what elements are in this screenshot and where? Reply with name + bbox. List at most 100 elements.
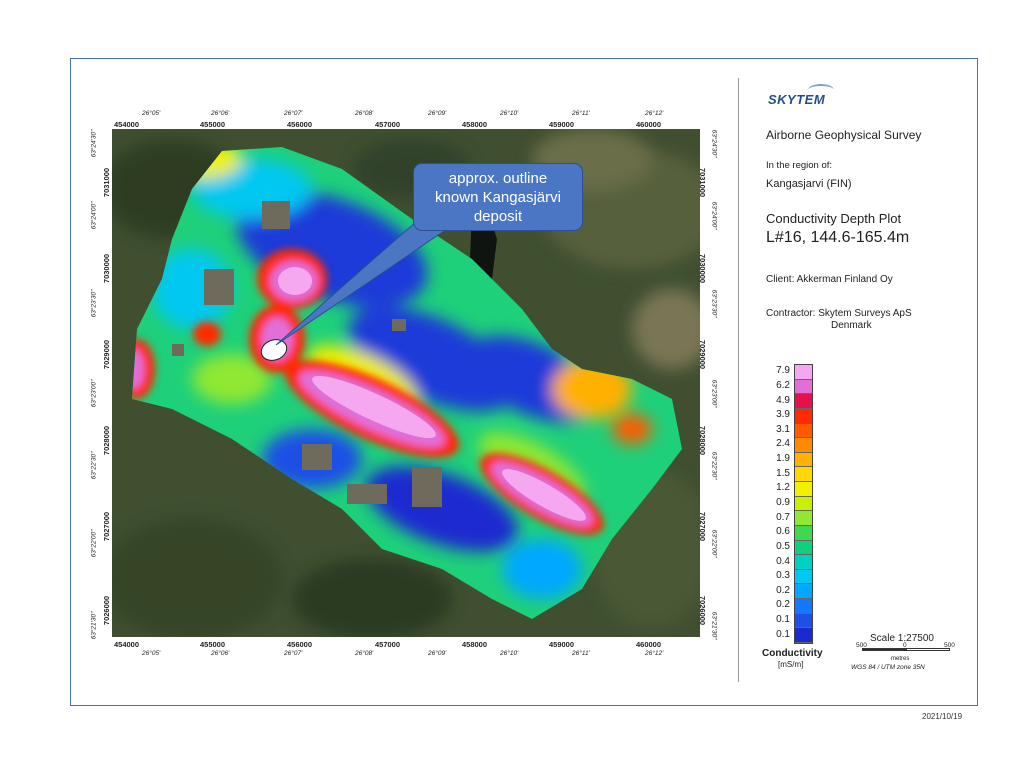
legend-value: 2.4 bbox=[776, 438, 790, 450]
left-geo-tick: 63°23'00" bbox=[90, 379, 98, 408]
legend-value: 7.9 bbox=[776, 365, 790, 377]
top-geo-tick: 26°06' bbox=[211, 110, 230, 117]
logo-arc-icon bbox=[808, 84, 834, 96]
scale-title: Scale 1:27500 bbox=[870, 633, 934, 644]
left-geo-tick: 63°22'00" bbox=[90, 529, 98, 558]
left-utm-tick: 7028000 bbox=[102, 425, 112, 456]
left-geo-tick: 63°22'30" bbox=[90, 451, 98, 480]
bottom-geo-tick: 26°08' bbox=[355, 650, 374, 657]
top-utm-tick: 457000 bbox=[375, 120, 401, 129]
top-geo-tick: 26°10' bbox=[500, 110, 519, 117]
legend-value: 1.9 bbox=[776, 453, 790, 465]
map-svg bbox=[112, 129, 700, 637]
left-utm-tick: 7029000 bbox=[102, 339, 112, 370]
legend-swatch bbox=[795, 452, 812, 468]
legend-swatch bbox=[795, 599, 812, 614]
legend-value: 3.1 bbox=[776, 423, 790, 435]
legend-swatch bbox=[795, 365, 812, 380]
page-frame bbox=[70, 58, 978, 706]
right-geo-tick: 63°24'30" bbox=[710, 129, 718, 158]
callout-line-2: known Kangasjärvi bbox=[435, 189, 561, 206]
legend-swatch bbox=[795, 496, 812, 512]
scale-mid: 0 bbox=[903, 642, 907, 649]
legend-value: 0.5 bbox=[776, 540, 790, 552]
top-geo-tick: 26°11' bbox=[572, 110, 590, 117]
legend-value: 6.2 bbox=[776, 379, 790, 391]
bottom-geo-tick: 26°07' bbox=[284, 650, 303, 657]
top-utm-tick: 458000 bbox=[462, 120, 488, 129]
scale-left: 500 bbox=[856, 642, 867, 649]
legend-swatch bbox=[795, 511, 812, 526]
legend-value: 0.6 bbox=[776, 526, 790, 538]
client-text: Client: Akkerman Finland Oy bbox=[766, 274, 893, 285]
skytem-logo: SKYTEM bbox=[768, 92, 826, 107]
scale-right: 500 bbox=[944, 642, 955, 649]
conductivity-color-bar bbox=[794, 364, 813, 644]
bottom-geo-tick: 26°06' bbox=[211, 650, 230, 657]
right-utm-tick: 7028000 bbox=[698, 425, 708, 456]
bottom-utm-tick: 455000 bbox=[200, 640, 226, 649]
legend-swatch bbox=[795, 482, 812, 497]
deposit-outline bbox=[260, 339, 288, 361]
right-utm-tick: 7029000 bbox=[698, 339, 708, 370]
survey-title: Airborne Geophysical Survey bbox=[766, 128, 922, 142]
legend-swatch bbox=[795, 540, 812, 556]
bottom-utm-tick: 457000 bbox=[375, 640, 401, 649]
right-geo-tick: 63°24'00" bbox=[710, 201, 718, 230]
legend-value: 1.5 bbox=[776, 467, 790, 479]
deposit-callout: approx. outline known Kangasjärvi deposi… bbox=[413, 163, 583, 231]
legend-value: 1.2 bbox=[776, 482, 790, 494]
bottom-geo-tick: 26°05' bbox=[142, 650, 161, 657]
legend-value: 0.3 bbox=[776, 570, 790, 582]
top-utm-tick: 455000 bbox=[200, 120, 226, 129]
plot-title: Conductivity Depth Plot bbox=[766, 211, 902, 226]
top-geo-tick: 26°09' bbox=[428, 110, 447, 117]
scale-unit: metres bbox=[891, 656, 910, 662]
left-utm-tick: 7030000 bbox=[102, 253, 112, 284]
legend-swatch bbox=[795, 408, 812, 424]
legend-value: 0.9 bbox=[776, 497, 790, 508]
conductivity-map bbox=[112, 129, 700, 637]
legend-value: 0.4 bbox=[776, 555, 790, 567]
contractor-text: Contractor: Skytem Surveys ApS bbox=[766, 308, 912, 319]
legend-value: 0.1 bbox=[776, 614, 790, 626]
bottom-utm-tick: 459000 bbox=[549, 640, 575, 649]
bottom-geo-tick: 26°09' bbox=[428, 650, 447, 657]
legend-swatch bbox=[795, 467, 812, 482]
legend-swatch bbox=[795, 525, 812, 541]
top-utm-tick: 460000 bbox=[636, 120, 662, 129]
legend-value: 3.9 bbox=[776, 409, 790, 421]
right-geo-tick: 63°23'30" bbox=[710, 289, 718, 318]
right-geo-tick: 63°22'30" bbox=[710, 451, 718, 480]
bottom-utm-tick: 458000 bbox=[462, 640, 488, 649]
callout-line-1: approx. outline bbox=[448, 170, 548, 187]
legend-swatch bbox=[795, 613, 812, 629]
right-utm-tick: 7031000 bbox=[698, 167, 708, 198]
right-utm-tick: 7030000 bbox=[698, 253, 708, 284]
region-label: In the region of: bbox=[766, 160, 833, 171]
legend-value: 0.1 bbox=[776, 628, 790, 640]
right-geo-tick: 63°23'00" bbox=[710, 379, 718, 408]
callout-line-3: deposit bbox=[473, 208, 523, 225]
panel-divider bbox=[738, 78, 739, 682]
left-geo-tick: 63°23'30" bbox=[90, 289, 98, 318]
legend-value: 0.2 bbox=[776, 599, 790, 611]
left-geo-tick: 63°24'00" bbox=[90, 201, 98, 230]
top-utm-tick: 454000 bbox=[114, 120, 140, 129]
scale-bar bbox=[862, 648, 950, 651]
bottom-geo-tick: 26°12' bbox=[645, 650, 664, 657]
legend-title: Conductivity bbox=[762, 648, 823, 659]
bottom-utm-tick: 460000 bbox=[636, 640, 662, 649]
plot-subtitle: L#16, 144.6-165.4m bbox=[766, 229, 910, 246]
region-name: Kangasjarvi (FIN) bbox=[766, 178, 852, 190]
bottom-geo-tick: 26°11' bbox=[572, 650, 590, 657]
projection-text: WGS 84 / UTM zone 35N bbox=[851, 664, 925, 671]
legend-swatch bbox=[795, 628, 812, 643]
legend-value: 0.2 bbox=[776, 584, 790, 596]
bottom-utm-tick: 456000 bbox=[287, 640, 313, 649]
legend-swatch bbox=[795, 584, 812, 599]
bottom-utm-tick: 454000 bbox=[114, 640, 140, 649]
left-geo-tick: 63°24'30" bbox=[90, 129, 98, 158]
right-utm-tick: 7026000 bbox=[698, 595, 708, 626]
print-date: 2021/10/19 bbox=[922, 712, 963, 721]
